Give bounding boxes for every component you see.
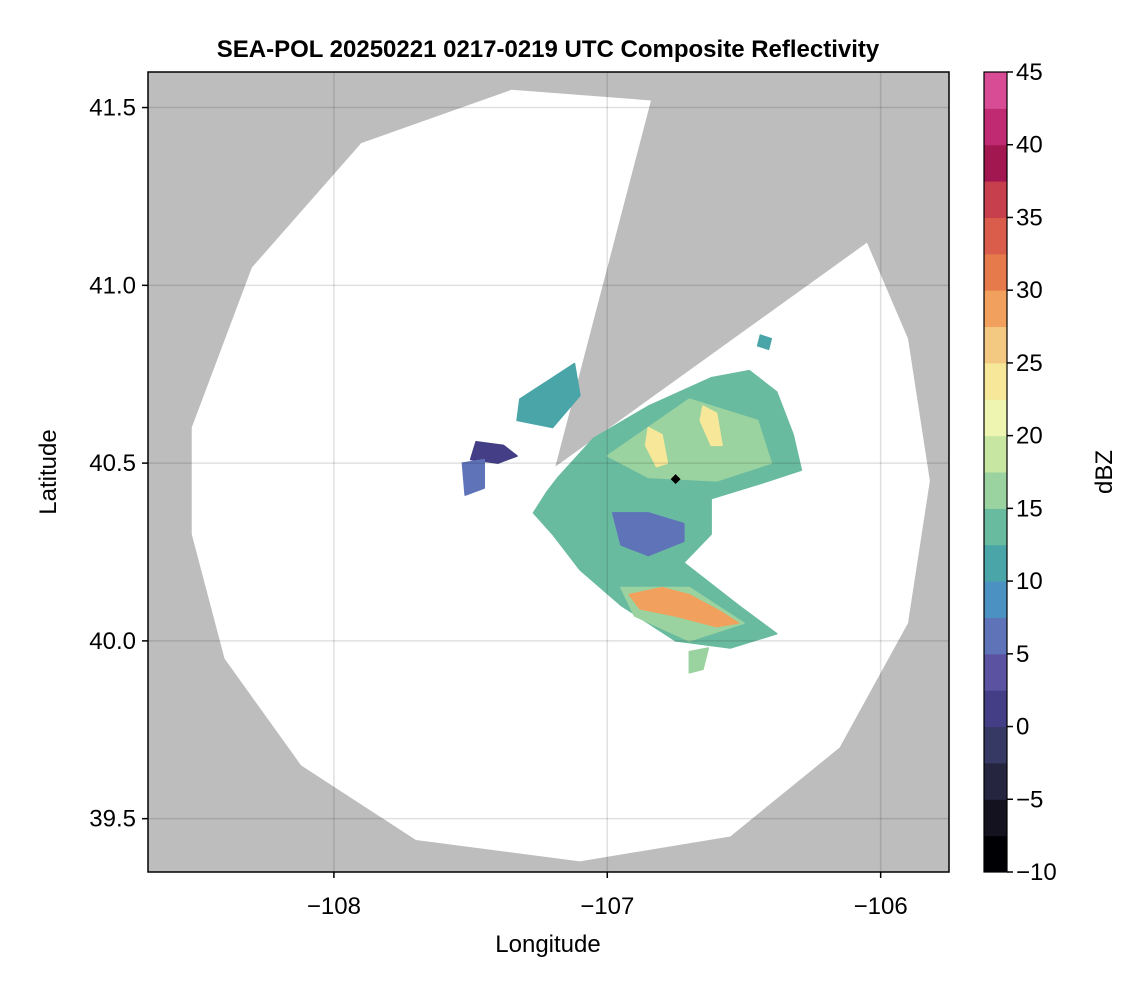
colorbar-segment: [984, 726, 1007, 764]
echo-region: [461, 458, 486, 496]
x-tick-label: −106: [854, 893, 908, 920]
colorbar-segment: [984, 253, 1007, 291]
colorbar-tick-label: 35: [1016, 204, 1043, 231]
y-tick-label: 41.5: [89, 95, 136, 122]
colorbar-segment: [984, 799, 1007, 837]
echo-region: [644, 426, 669, 468]
colorbar: [983, 71, 1008, 873]
colorbar-segment: [984, 108, 1007, 146]
y-axis-ticks: 39.5 40.0 40.5 41.0 41.5: [89, 95, 148, 833]
colorbar-tick-label: 40: [1016, 132, 1043, 159]
echo-region: [688, 647, 710, 674]
chart-title: SEA-POL 20250221 0217-0219 UTC Composite…: [217, 36, 880, 63]
colorbar-segment: [984, 835, 1007, 873]
colorbar-segment: [984, 653, 1007, 691]
radar-site-marker: [670, 474, 681, 485]
echo-region: [516, 362, 581, 429]
colorbar-tick-label: −5: [1016, 786, 1043, 813]
colorbar-segment: [984, 399, 1007, 437]
echo-region: [699, 405, 723, 447]
colorbar-tick-label: 25: [1016, 350, 1043, 377]
colorbar-tick-label: 0: [1016, 714, 1029, 741]
y-tick-label: 41.0: [89, 272, 136, 299]
colorbar-segment: [984, 508, 1007, 546]
colorbar-segment: [984, 762, 1007, 800]
colorbar-segment: [984, 435, 1007, 473]
colorbar-tick-label: 5: [1016, 641, 1029, 668]
echo-region: [756, 334, 773, 351]
x-tick-label: −108: [307, 893, 361, 920]
colorbar-tick-label: 15: [1016, 495, 1043, 522]
colorbar-segment: [984, 290, 1007, 328]
colorbar-segment: [984, 326, 1007, 364]
colorbar-segment: [984, 617, 1007, 655]
y-tick-label: 39.5: [89, 806, 136, 833]
colorbar-tick-label: 45: [1016, 59, 1043, 86]
colorbar-ticks: −10 −5 0 5 10 15 20 25 30 35 40 45: [1007, 59, 1057, 886]
colorbar-tick-label: 10: [1016, 568, 1043, 595]
colorbar-segment: [984, 690, 1007, 728]
colorbar-frame: [983, 71, 1008, 873]
reflectivity-echoes: [461, 334, 803, 674]
plot-area: [148, 72, 949, 872]
plot-frame: [147, 71, 950, 873]
colorbar-segment: [984, 472, 1007, 509]
colorbar-label: dBZ: [1091, 450, 1118, 494]
grid-lines: [148, 72, 949, 872]
colorbar-segment: [984, 362, 1007, 400]
y-tick-label: 40.5: [89, 450, 136, 477]
echo-region: [628, 586, 740, 628]
y-axis-label: Latitude: [35, 429, 62, 514]
echo-region: [611, 512, 685, 557]
colorbar-segment: [984, 544, 1007, 582]
x-axis-ticks: −108 −107 −106: [307, 872, 908, 920]
colorbar-segment: [984, 217, 1007, 255]
x-tick-label: −107: [580, 893, 634, 920]
colorbar-tick-label: 20: [1016, 423, 1043, 450]
colorbar-tick-label: 30: [1016, 277, 1043, 304]
echo-region: [606, 398, 773, 482]
x-axis-label: Longitude: [495, 931, 600, 958]
colorbar-tick-label: −10: [1016, 859, 1057, 886]
y-tick-label: 40.0: [89, 628, 136, 655]
colorbar-segment: [984, 72, 1007, 109]
echo-region: [469, 441, 518, 464]
colorbar-segment: [984, 181, 1007, 218]
colorbar-segment: [984, 581, 1007, 618]
colorbar-segment: [984, 144, 1007, 182]
